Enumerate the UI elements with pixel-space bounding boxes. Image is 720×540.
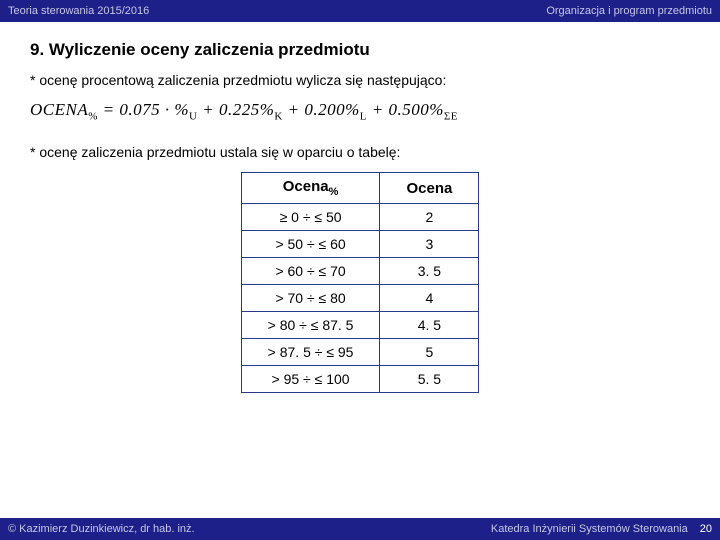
cell-range: > 95 ÷ ≤ 100 xyxy=(241,366,380,393)
table-body: ≥ 0 ÷ ≤ 502> 50 ÷ ≤ 603> 60 ÷ ≤ 703. 5> … xyxy=(241,204,479,393)
formula-lhs-sub: % xyxy=(88,110,98,122)
cell-range: > 50 ÷ ≤ 60 xyxy=(241,231,380,258)
table-row: > 70 ÷ ≤ 804 xyxy=(241,285,479,312)
cell-grade: 3 xyxy=(380,231,479,258)
footer-left: © Kazimierz Duzinkiewicz, dr hab. inż. xyxy=(8,523,195,535)
header-left: Teoria sterowania 2015/2016 xyxy=(8,5,149,17)
footer-right: Katedra Inżynierii Systemów Sterowania xyxy=(491,523,688,535)
intro-line-1: * ocenę procentową zaliczenia przedmiotu… xyxy=(30,72,690,88)
intro-line-2: * ocenę zaliczenia przedmiotu ustala się… xyxy=(30,144,690,160)
cell-range: ≥ 0 ÷ ≤ 50 xyxy=(241,204,380,231)
page-number: 20 xyxy=(700,523,712,535)
header-right: Organizacja i program przedmiotu xyxy=(546,5,712,17)
formula: OCENA% = 0.075 · %U + 0.225%K + 0.200%L … xyxy=(30,100,690,122)
table-row: > 87. 5 ÷ ≤ 955 xyxy=(241,339,479,366)
col1-sub: % xyxy=(329,186,339,198)
cell-grade: 3. 5 xyxy=(380,258,479,285)
table-header-row: Ocena% Ocena xyxy=(241,173,479,204)
cell-grade: 4. 5 xyxy=(380,312,479,339)
cell-grade: 4 xyxy=(380,285,479,312)
formula-sub-se: ΣE xyxy=(444,110,458,122)
cell-range: > 70 ÷ ≤ 80 xyxy=(241,285,380,312)
slide-header: Teoria sterowania 2015/2016 Organizacja … xyxy=(0,0,720,22)
formula-p4: + 0.500% xyxy=(367,100,444,119)
col1-label: Ocena xyxy=(283,178,329,195)
formula-p2: + 0.225% xyxy=(198,100,275,119)
table-row: > 80 ÷ ≤ 87. 54. 5 xyxy=(241,312,479,339)
col-header-ocena-pct: Ocena% xyxy=(241,173,380,204)
cell-range: > 60 ÷ ≤ 70 xyxy=(241,258,380,285)
table-row: > 95 ÷ ≤ 1005. 5 xyxy=(241,366,479,393)
formula-sub-u: U xyxy=(189,110,197,122)
formula-p3: + 0.200% xyxy=(283,100,360,119)
formula-sub-l: L xyxy=(360,110,367,122)
table-row: > 60 ÷ ≤ 703. 5 xyxy=(241,258,479,285)
cell-grade: 5. 5 xyxy=(380,366,479,393)
table-row: > 50 ÷ ≤ 603 xyxy=(241,231,479,258)
cell-range: > 80 ÷ ≤ 87. 5 xyxy=(241,312,380,339)
formula-eq: = 0.075 · % xyxy=(98,100,189,119)
formula-lhs: OCENA xyxy=(30,100,88,119)
table-row: ≥ 0 ÷ ≤ 502 xyxy=(241,204,479,231)
formula-sub-k: K xyxy=(274,110,282,122)
section-title: 9. Wyliczenie oceny zaliczenia przedmiot… xyxy=(30,40,690,60)
cell-range: > 87. 5 ÷ ≤ 95 xyxy=(241,339,380,366)
footer-right-group: Katedra Inżynierii Systemów Sterowania 2… xyxy=(491,523,712,535)
cell-grade: 5 xyxy=(380,339,479,366)
slide-footer: © Kazimierz Duzinkiewicz, dr hab. inż. K… xyxy=(0,518,720,540)
slide-content: 9. Wyliczenie oceny zaliczenia przedmiot… xyxy=(0,22,720,393)
col-header-ocena: Ocena xyxy=(380,173,479,204)
grade-table: Ocena% Ocena ≥ 0 ÷ ≤ 502> 50 ÷ ≤ 603> 60… xyxy=(241,172,480,393)
grade-table-wrap: Ocena% Ocena ≥ 0 ÷ ≤ 502> 50 ÷ ≤ 603> 60… xyxy=(30,172,690,393)
cell-grade: 2 xyxy=(380,204,479,231)
